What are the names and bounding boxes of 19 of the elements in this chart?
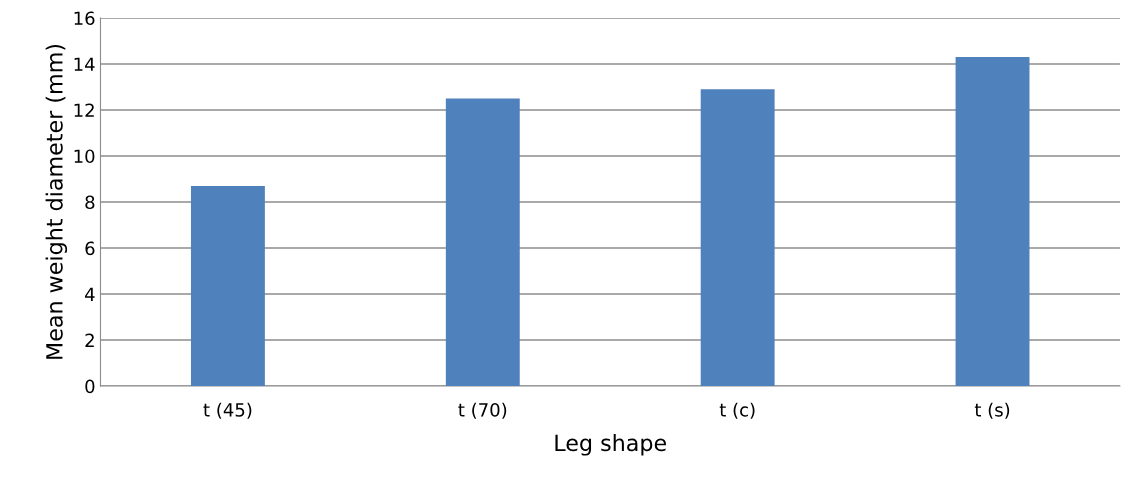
y-tick-label: 12: [74, 103, 94, 117]
x-tick-label: t (s): [974, 402, 1010, 419]
x-tick-label: t (c): [719, 402, 755, 419]
y-tick-label: 8: [85, 195, 95, 210]
bar: [445, 98, 520, 387]
y-tick-label: 10: [74, 149, 95, 164]
y-tick-label: 6: [85, 241, 95, 256]
y-tick-label: 0: [85, 379, 95, 394]
bar: [955, 57, 1030, 387]
x-tick-label: t (70): [458, 402, 507, 419]
x-tick-label: t (45): [203, 402, 252, 419]
bar: [700, 89, 775, 387]
x-axis-title: Leg shape: [555, 434, 666, 456]
bar: [190, 185, 265, 387]
y-tick-label: 4: [85, 287, 95, 301]
y-tick-label: 14: [74, 57, 95, 71]
y-axis-title: Mean weight diameter (mm): [45, 44, 68, 359]
y-tick-label: 16: [74, 11, 95, 26]
y-tick-label: 2: [85, 333, 94, 347]
